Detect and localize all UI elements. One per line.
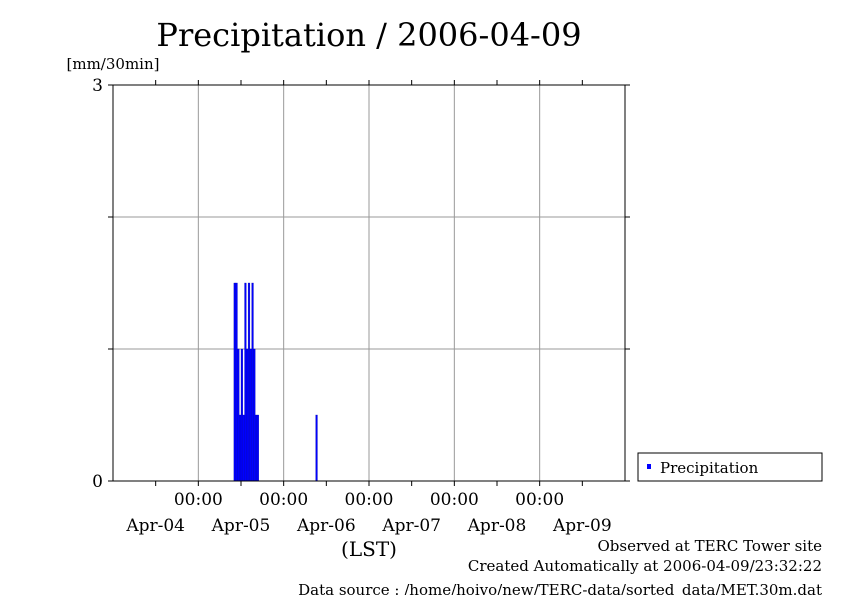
precip-bar: [247, 282, 251, 482]
legend-swatch: [647, 464, 651, 469]
legend-box: [637, 452, 823, 482]
precip-bar: [233, 282, 236, 482]
date-label: Apr-09: [552, 516, 612, 536]
legend: Precipitation: [637, 452, 823, 482]
time-tick-label: 00:00: [515, 490, 564, 510]
precip-bar: [253, 348, 256, 482]
date-label: Apr-07: [381, 516, 441, 536]
y-axis-label: [mm/30min]: [67, 55, 160, 73]
precip-bar: [315, 414, 318, 482]
precip-bar: [242, 414, 245, 482]
legend-label: Precipitation: [660, 459, 759, 477]
x-axis-label: (LST): [341, 537, 397, 561]
ticks: [108, 80, 630, 486]
time-tick-label: 00:00: [430, 490, 479, 510]
date-label: Apr-08: [467, 516, 527, 536]
precip-bar: [256, 414, 259, 482]
grid: [113, 85, 625, 481]
footer-source: Data source : /home/hoivo/new/TERC-data/…: [298, 581, 822, 595]
date-label: Apr-04: [125, 516, 185, 536]
y-tick-label-0: 0: [92, 472, 103, 492]
y-tick-label-3: 3: [92, 76, 103, 96]
precip-bar: [244, 282, 247, 482]
precip-bar: [240, 348, 243, 482]
time-tick-label: 00:00: [174, 490, 223, 510]
precip-bar: [255, 414, 258, 482]
footer-created: Created Automatically at 2006-04-09/23:3…: [468, 557, 822, 575]
x-tick-labels: 00:00 00:00 00:00 00:00 00:00 Apr-04 Apr-05 Apr…: [125, 490, 611, 536]
precip-bar: [239, 414, 242, 482]
precip-bar: [251, 282, 254, 482]
date-label: Apr-05: [211, 516, 271, 536]
bars: [233, 282, 318, 482]
time-tick-label: 00:00: [259, 490, 308, 510]
precip-bar: [237, 348, 240, 482]
precip-bar: [235, 282, 238, 482]
time-tick-label: 00:00: [345, 490, 394, 510]
precip-bar: [246, 348, 249, 482]
chart-title: Precipitation / 2006-04-09: [156, 16, 581, 54]
footer-observed: Observed at TERC Tower site: [597, 537, 822, 555]
date-label: Apr-06: [296, 516, 356, 536]
precip-bar: [249, 348, 252, 482]
